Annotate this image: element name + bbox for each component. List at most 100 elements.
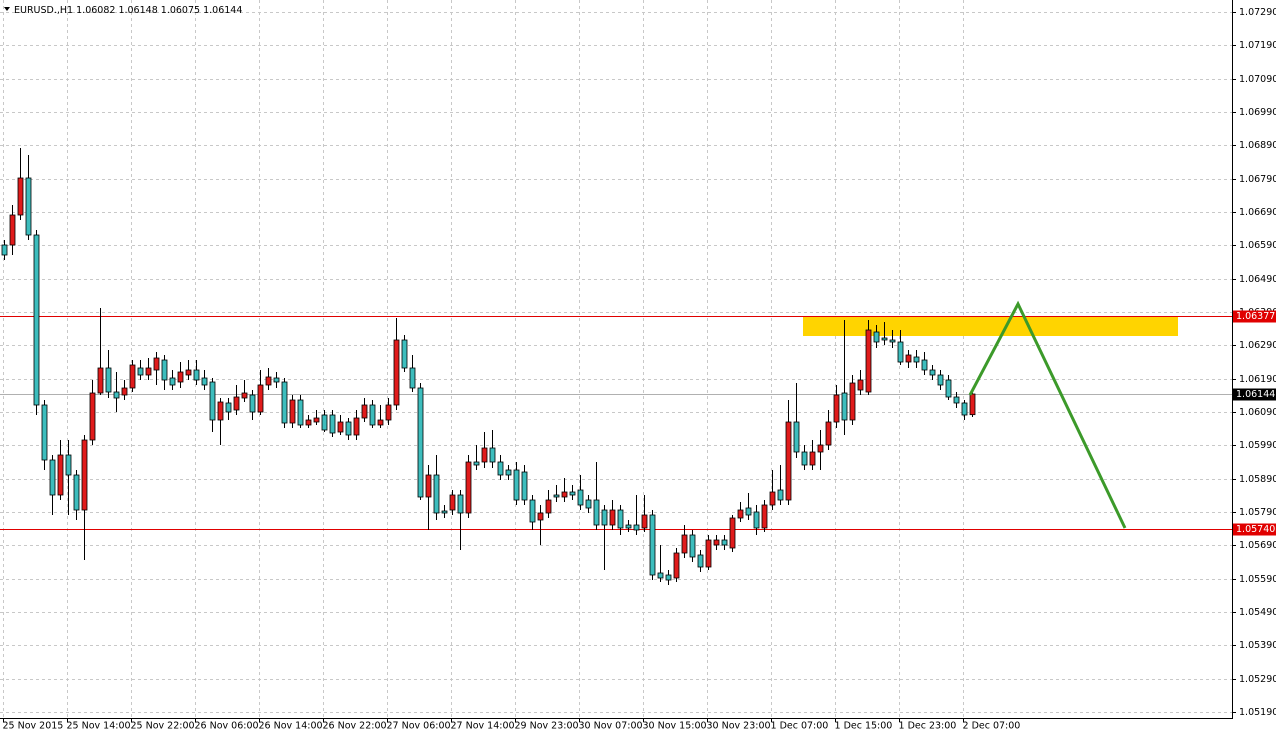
y-tick-label: 1.05990 — [1239, 440, 1276, 451]
candle-body — [401, 339, 408, 369]
current-price-label: 1.06144 — [1236, 389, 1275, 400]
level-label: 1.06377 — [1236, 311, 1275, 322]
x-tick-label: 30 Nov 07:00 — [579, 721, 643, 732]
y-tick-label: 1.07290 — [1239, 7, 1276, 18]
candle-body — [57, 454, 64, 496]
x-tick-label: 29 Nov 23:00 — [515, 721, 579, 732]
grid-layer — [0, 0, 1232, 718]
candle-body — [337, 421, 344, 433]
candle-body — [329, 414, 336, 434]
candle-body — [761, 504, 768, 529]
candle-body — [305, 419, 312, 426]
candle-body — [569, 491, 576, 496]
candle-body — [705, 539, 712, 568]
y-tick-label: 1.06090 — [1239, 407, 1276, 418]
x-tick-label: 1 Dec 23:00 — [899, 721, 957, 732]
candle-body — [937, 374, 944, 386]
candle-body — [281, 381, 288, 424]
candle-body — [137, 367, 144, 376]
candle-body — [441, 510, 448, 514]
candle-body — [425, 474, 432, 498]
candle-body — [601, 509, 608, 526]
candle-body — [753, 511, 760, 529]
candle-body — [817, 444, 824, 453]
candle-body — [297, 399, 304, 426]
collapse-arrow — [4, 7, 10, 11]
forecast-path — [968, 300, 1127, 529]
candle-body — [713, 539, 720, 546]
candle-body — [537, 512, 544, 521]
candle-body — [273, 377, 280, 383]
level-tag — [1233, 523, 1276, 536]
x-tick-label: 30 Nov 23:00 — [707, 721, 771, 732]
candle-body — [721, 539, 728, 546]
candle-body — [737, 509, 744, 519]
candle-body — [353, 417, 360, 436]
candle-body — [593, 499, 600, 526]
candle-body — [385, 404, 392, 421]
candle-body — [81, 439, 88, 511]
y-tick-label: 1.07090 — [1239, 74, 1276, 85]
current-price-tag — [1233, 388, 1276, 401]
y-tick-label: 1.05290 — [1239, 674, 1276, 685]
candle-body — [121, 387, 128, 396]
candle-body — [889, 339, 896, 343]
candle-body — [529, 499, 536, 523]
candle-body — [289, 399, 296, 424]
candle-body — [609, 509, 616, 526]
candle-body — [545, 499, 552, 514]
candle-body — [585, 499, 592, 509]
x-tick-label: 2 Dec 07:00 — [963, 721, 1021, 732]
candle-body — [657, 572, 664, 579]
x-tick-label: 26 Nov 14:00 — [259, 721, 323, 732]
candle-body — [65, 454, 72, 476]
candle-body — [449, 494, 456, 511]
candle-body — [865, 329, 872, 393]
axes-layer: 1.05190 1.05290 1.05390 1.05490 1.05590 1.056… — [3, 7, 1276, 732]
candle-body — [689, 534, 696, 558]
candle-body — [873, 331, 880, 343]
candle-body — [697, 554, 704, 568]
candle-body — [929, 369, 936, 376]
candle-body — [793, 421, 800, 453]
candle-body — [161, 359, 168, 381]
header-close: 1.06144 — [203, 5, 242, 16]
x-tick-label: 25 Nov 14:00 — [67, 721, 131, 732]
candle-body — [457, 494, 464, 514]
candle-body — [177, 371, 184, 383]
x-tick-label: 1 Dec 07:00 — [771, 721, 829, 732]
symbol: EURUSD.,H1 — [14, 5, 73, 16]
y-tick-label: 1.06690 — [1239, 207, 1276, 218]
candle-body — [521, 471, 528, 501]
candle-body — [129, 364, 136, 389]
candle-body — [233, 396, 240, 411]
candle-body — [465, 461, 472, 514]
x-tick-label: 27 Nov 06:00 — [387, 721, 451, 732]
candle-body — [913, 356, 920, 363]
y-tick-label: 1.06490 — [1239, 274, 1276, 285]
candle-body — [617, 509, 624, 529]
candle-body — [193, 369, 200, 381]
candle-body — [41, 404, 48, 461]
x-tick-label: 30 Nov 15:00 — [643, 721, 707, 732]
candle-body — [201, 377, 208, 386]
x-tick-label: 1 Dec 15:00 — [835, 721, 893, 732]
candle-body — [361, 404, 368, 419]
y-tick-label: 1.05890 — [1239, 474, 1276, 485]
candle-body — [945, 379, 952, 398]
x-tick-label: 27 Nov 14:00 — [451, 721, 515, 732]
header-low: 1.06075 — [161, 5, 200, 16]
candle-body — [225, 402, 232, 413]
candle-body — [433, 474, 440, 514]
candle-body — [641, 514, 648, 529]
candle-body — [105, 367, 112, 393]
candle-body — [857, 379, 864, 391]
chart-header: EURUSD.,H1 1.06082 1.06148 1.06075 1.061… — [14, 5, 242, 16]
candle-body — [649, 514, 656, 576]
x-tick-label: 25 Nov 22:00 — [131, 721, 195, 732]
candle-body — [849, 382, 856, 421]
y-tick-label: 1.06990 — [1239, 107, 1276, 118]
candle-body — [17, 177, 24, 216]
header-open: 1.06082 — [76, 5, 115, 16]
candle-body — [257, 384, 264, 413]
